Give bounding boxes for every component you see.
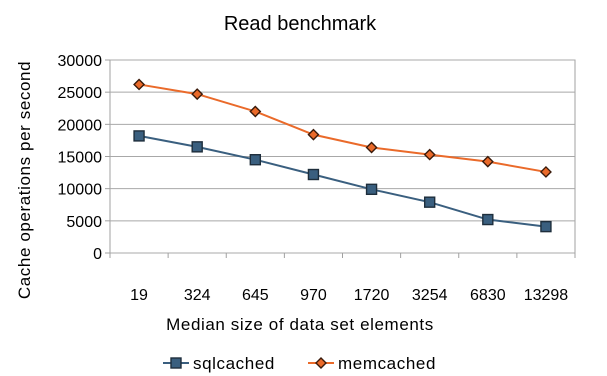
x-axis-title: Median size of data set elements <box>166 315 434 334</box>
series-memcached <box>133 78 552 178</box>
series-line-sqlcached <box>138 134 547 228</box>
data-point-memcached <box>307 128 320 141</box>
chart-title: Read benchmark <box>224 13 377 35</box>
data-point-sqlcached <box>482 213 494 226</box>
x-tick-label: 19 <box>130 287 148 304</box>
y-tick-label: 0 <box>93 246 102 263</box>
data-point-memcached <box>481 155 494 168</box>
data-point-sqlcached <box>133 130 145 142</box>
legend-marker <box>170 357 182 369</box>
data-point-memcached <box>539 165 552 178</box>
y-axis-ticks: 0 5000 10000 15000 20000 25000 30000 <box>58 53 110 263</box>
series-line-memcached <box>138 83 547 173</box>
legend-marker <box>315 357 327 369</box>
data-point-sqlcached <box>191 141 203 153</box>
legend-label: memcached <box>338 354 436 373</box>
y-axis-title: Cache operations per second <box>15 61 34 299</box>
y-tick-label: 30000 <box>58 53 103 70</box>
series-layer <box>133 78 552 233</box>
x-tick-label: 13298 <box>524 287 569 304</box>
data-point-memcached <box>423 148 436 161</box>
data-point-sqlcached <box>540 220 552 233</box>
y-tick-label: 15000 <box>58 150 103 167</box>
legend-item-memcached: memcached <box>308 354 436 373</box>
x-tick-label: 6830 <box>470 287 506 304</box>
legend: sqlcached memcached <box>163 354 436 373</box>
data-point-sqlcached <box>249 154 262 166</box>
legend-item-sqlcached: sqlcached <box>163 354 275 373</box>
data-point-memcached <box>133 78 146 91</box>
series-sqlcached <box>133 130 552 233</box>
x-tick-label: 970 <box>300 287 327 304</box>
x-tick-label: 645 <box>242 287 269 304</box>
x-tick-label: 1720 <box>354 287 390 304</box>
data-point-sqlcached <box>423 196 436 208</box>
x-tick-label: 3254 <box>412 287 448 304</box>
y-tick-label: 20000 <box>58 117 103 134</box>
data-point-memcached <box>365 141 378 154</box>
y-tick-label: 25000 <box>58 85 103 102</box>
y-tick-label: 5000 <box>66 214 102 231</box>
data-point-sqlcached <box>307 168 320 181</box>
x-tick-label: 324 <box>184 287 211 304</box>
y-tick-label: 10000 <box>58 182 103 199</box>
data-point-memcached <box>191 88 204 101</box>
legend-label: sqlcached <box>193 354 275 373</box>
data-point-memcached <box>249 105 262 118</box>
data-point-sqlcached <box>365 183 378 196</box>
x-axis-ticks: 19 324 645 970 1720 3254 6830 13298 <box>109 253 576 304</box>
